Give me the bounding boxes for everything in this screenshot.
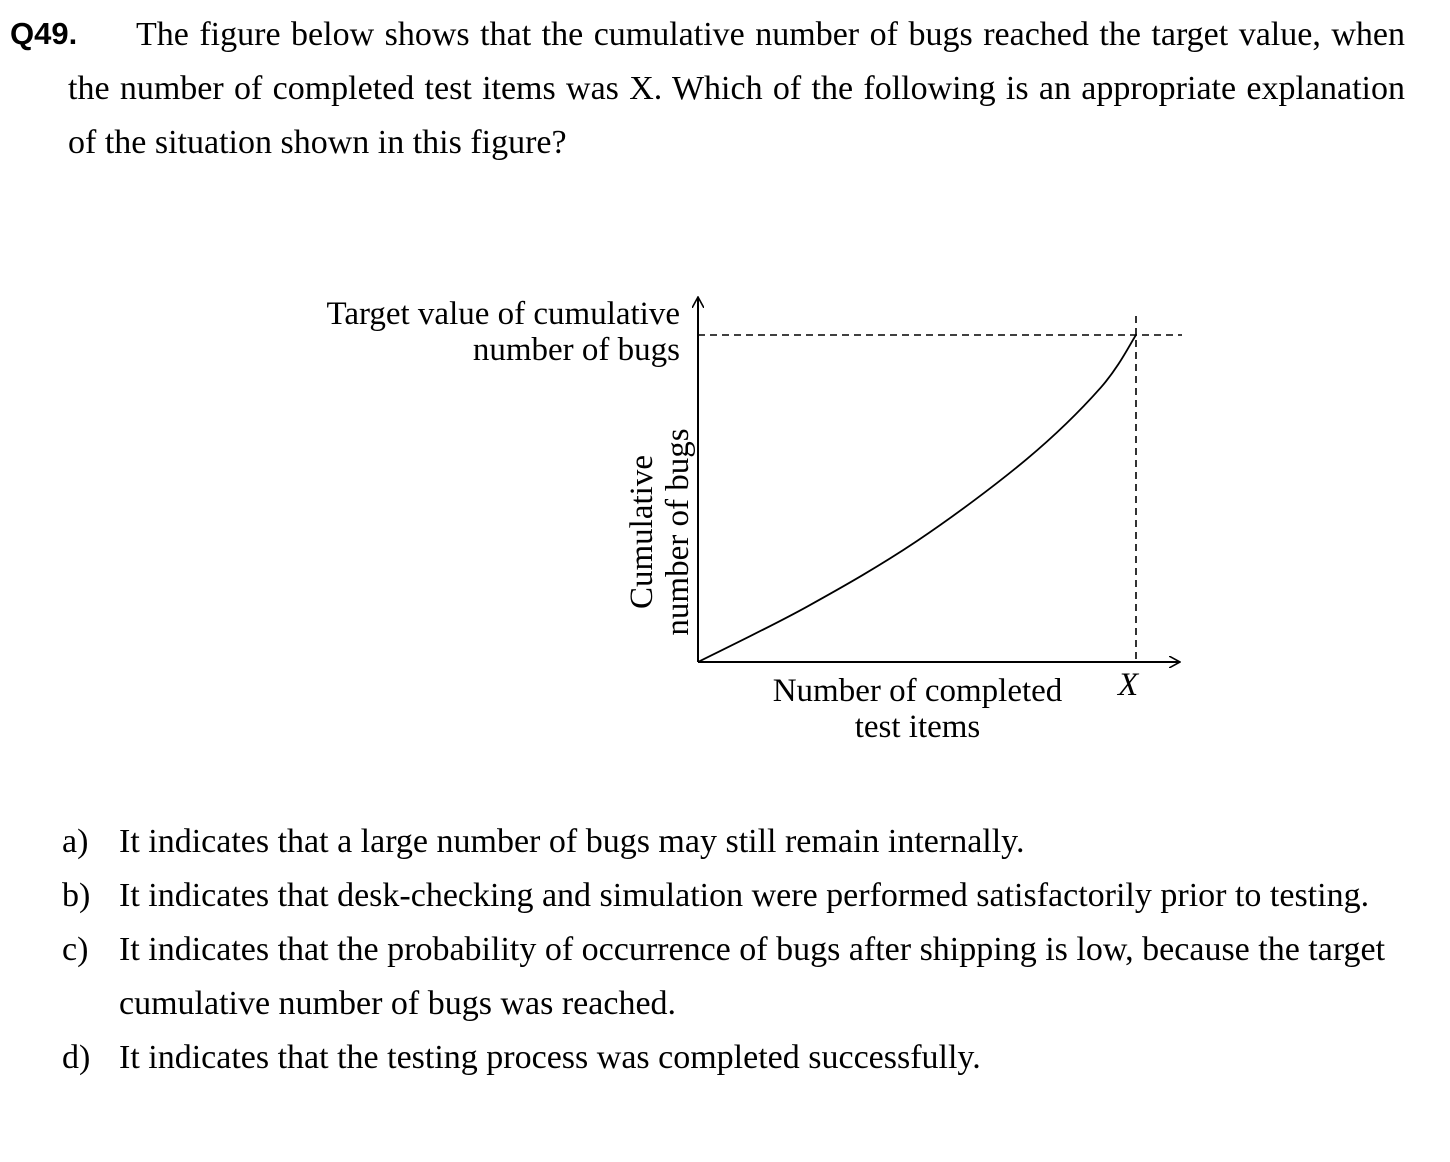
option-c[interactable]: c) It indicates that the probability of …	[62, 923, 1392, 1031]
question-number: Q49.	[10, 16, 78, 51]
option-letter: b)	[62, 877, 91, 914]
option-text: It indicates that the probability of occ…	[119, 931, 1386, 1022]
bug-curve-series	[697, 334, 1137, 663]
x-tick-mark: X	[1118, 667, 1139, 703]
option-b[interactable]: b) It indicates that desk-checking and s…	[62, 869, 1392, 923]
option-letter: d)	[62, 1039, 91, 1076]
question-text: The figure below shows that the cumulati…	[68, 16, 1405, 161]
y-label-line1: Cumulative	[624, 455, 660, 609]
option-a[interactable]: a) It indicates that a large number of b…	[62, 815, 1392, 869]
target-label-line1: Target value of cumulative	[326, 296, 680, 332]
target-value-label: Target value of cumulative number of bug…	[290, 296, 680, 368]
x-axis-label: Number of completed test items	[720, 673, 1115, 745]
target-label-line2: number of bugs	[472, 332, 680, 368]
question-block: Q49. The figure below shows that the cum…	[10, 8, 1405, 170]
y-axis-label: Cumulative number of bugs	[624, 362, 696, 702]
option-letter: a)	[62, 823, 89, 860]
x-label-line2: test items	[854, 709, 981, 745]
option-text: It indicates that desk-checking and simu…	[119, 877, 1370, 914]
option-text: It indicates that the testing process wa…	[119, 1039, 981, 1076]
answer-options: a) It indicates that a large number of b…	[62, 815, 1392, 1085]
y-label-line2: number of bugs	[660, 428, 696, 636]
option-letter: c)	[62, 931, 89, 968]
option-d[interactable]: d) It indicates that the testing process…	[62, 1031, 1392, 1085]
x-label-line1: Number of completed	[772, 673, 1063, 709]
option-text: It indicates that a large number of bugs…	[119, 823, 1025, 860]
